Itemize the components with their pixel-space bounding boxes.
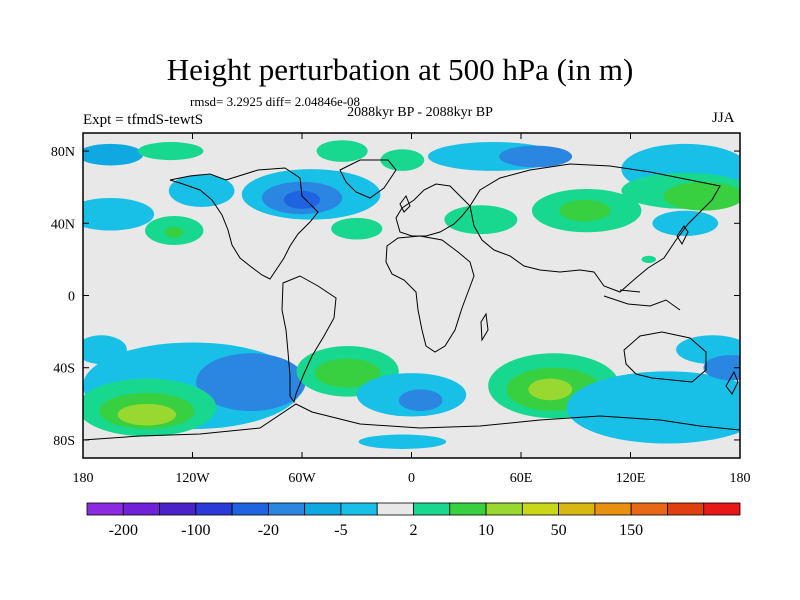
coastline-japan bbox=[676, 225, 689, 246]
colorbar-label: 150 bbox=[619, 522, 643, 539]
contour-blob bbox=[165, 226, 184, 238]
coastline-antarctica bbox=[83, 403, 740, 441]
contour-blob bbox=[528, 378, 573, 401]
colorbar-label: -5 bbox=[334, 522, 347, 539]
contour-blob bbox=[499, 145, 573, 168]
colorbar-box bbox=[703, 502, 741, 516]
contour-blob bbox=[566, 371, 740, 444]
colorbar-box bbox=[449, 502, 487, 516]
colorbar-box bbox=[340, 502, 378, 516]
colorbar-box bbox=[86, 502, 124, 516]
contour-blob bbox=[641, 255, 657, 263]
coastlines bbox=[83, 159, 740, 441]
coastline-british-isles bbox=[399, 194, 411, 213]
coastline-north-america bbox=[169, 167, 319, 280]
lon-label: 0 bbox=[408, 471, 415, 486]
lon-label: 60W bbox=[288, 471, 316, 486]
coastline-australia bbox=[623, 331, 707, 383]
contour-blob bbox=[663, 181, 740, 211]
coastline-south-america bbox=[281, 275, 337, 404]
lon-label: 120W bbox=[175, 471, 210, 486]
plot-title: Height perturbation at 500 hPa (in m) bbox=[166, 52, 634, 87]
lon-label: 120E bbox=[616, 471, 646, 486]
colorbar-label: 50 bbox=[551, 522, 567, 539]
experiment-label: Expt = tfmdS-tewtS bbox=[83, 112, 204, 128]
contour-blob bbox=[117, 403, 177, 426]
colorbar-box bbox=[159, 502, 197, 516]
colorbar-box bbox=[521, 502, 560, 516]
period-label: 2088kyr BP - 2088kyr BP bbox=[347, 105, 493, 120]
colorbar-box bbox=[630, 502, 668, 516]
contour-blob bbox=[559, 199, 611, 222]
contour-blob bbox=[358, 434, 447, 449]
colorbar-box bbox=[304, 502, 342, 516]
colorbar-box bbox=[594, 502, 632, 516]
contour-blob bbox=[703, 355, 740, 381]
colorbar-label: 10 bbox=[478, 522, 494, 539]
colorbar-label: -200 bbox=[109, 522, 138, 539]
colorbar-box bbox=[122, 502, 160, 516]
coastline-asia bbox=[469, 163, 721, 293]
longitude-axis: 180 120W 60W 0 60E 120E 180 bbox=[73, 133, 751, 486]
coastline-europe bbox=[395, 183, 471, 237]
contour-blob bbox=[83, 198, 155, 231]
season-label: JJA bbox=[712, 110, 735, 126]
colorbar-label: -20 bbox=[258, 522, 279, 539]
colorbar-box bbox=[667, 502, 705, 516]
colorbar-box bbox=[558, 502, 596, 516]
lat-label: 80S bbox=[53, 434, 75, 449]
contour-blob bbox=[283, 190, 321, 209]
colorbar-box bbox=[376, 502, 414, 516]
colorbar-box bbox=[195, 502, 233, 516]
colorbar-box bbox=[267, 502, 306, 516]
contour-blob bbox=[196, 353, 306, 412]
colorbar-box bbox=[231, 502, 269, 516]
contour-blob bbox=[380, 149, 425, 171]
lat-label: 0 bbox=[68, 290, 75, 305]
lon-label: 180 bbox=[730, 471, 751, 486]
contour-blob bbox=[314, 358, 381, 388]
contour-blob bbox=[331, 217, 383, 240]
colorbar-box bbox=[485, 502, 523, 516]
contour-blob bbox=[137, 142, 204, 161]
coastline-new-zealand bbox=[725, 370, 739, 395]
lon-label: 180 bbox=[73, 471, 94, 486]
contour-blob bbox=[83, 143, 144, 166]
lat-label: 80N bbox=[51, 145, 75, 160]
coastline-africa bbox=[385, 235, 475, 353]
colorbar-label: 2 bbox=[410, 522, 418, 539]
rmsd-diff-stats: rmsd= 3.2925 diff= 2.04846e-08 bbox=[190, 94, 361, 109]
colorbar-label: -100 bbox=[181, 522, 210, 539]
colorbar-box bbox=[413, 502, 451, 516]
lat-label: 40S bbox=[53, 362, 75, 377]
lon-label: 60E bbox=[510, 471, 533, 486]
latitude-axis: 80N 40N 0 40S 80S bbox=[51, 145, 740, 449]
contour-blob bbox=[398, 389, 443, 412]
lat-label: 40N bbox=[51, 217, 75, 232]
coastline-indonesia bbox=[603, 289, 681, 311]
contour-blob bbox=[444, 205, 518, 235]
contour-blob bbox=[652, 210, 719, 236]
coastline-greenland bbox=[339, 159, 397, 199]
contour-blob bbox=[316, 140, 368, 162]
coastline-madagascar bbox=[480, 312, 489, 342]
colorbar: -200 -100 -20 -5 2 10 50 150 bbox=[86, 502, 741, 539]
